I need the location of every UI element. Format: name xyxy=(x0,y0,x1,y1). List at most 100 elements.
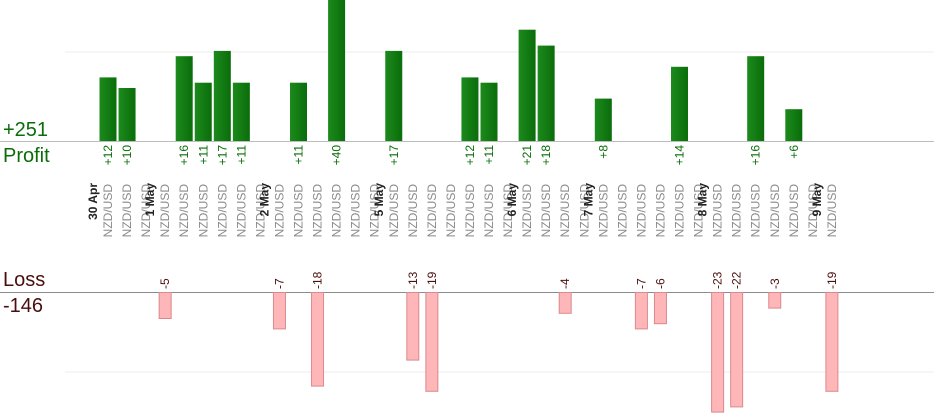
trade-symbol-label: NZD/USD xyxy=(653,184,667,238)
profit-value-label: +17 xyxy=(215,145,229,166)
date-label: 9 May xyxy=(810,183,824,217)
trade-symbol-label: NZD/USD xyxy=(558,184,572,238)
profit-value-label: +11 xyxy=(196,145,210,165)
profit-value-label: +6 xyxy=(787,145,801,159)
profit-bar xyxy=(175,56,193,142)
loss-bar xyxy=(558,292,572,314)
trade-symbol-label: NZD/USD xyxy=(101,184,115,238)
profit-bar xyxy=(99,77,117,141)
trade-symbol-label: NZD/USD xyxy=(482,184,496,238)
trade-symbol-label: NZD/USD xyxy=(425,184,439,238)
profit-value-label: +11 xyxy=(482,145,496,165)
trade-symbol-label: NZD/USD xyxy=(444,184,458,238)
loss-bar xyxy=(406,292,420,361)
chart-labels: NZD/USD 30 Apr +12 NZD/USD +10 NZD/USD NZD/USD… xyxy=(86,145,839,289)
loss-label: Loss xyxy=(3,269,46,291)
profit-bar xyxy=(671,66,688,141)
profit-value-label: +16 xyxy=(177,145,191,166)
profit-value-label: +14 xyxy=(673,145,687,166)
profit-bar xyxy=(537,45,555,141)
profit-bar xyxy=(213,50,231,141)
trade-symbol-label: NZD/USD xyxy=(406,184,420,238)
trade-symbol-label: NZD/USD xyxy=(787,184,801,238)
profit-bar xyxy=(232,82,250,141)
loss-value-label: -18 xyxy=(311,271,325,289)
profit-value-label: +11 xyxy=(292,145,306,165)
profit-value-label: +10 xyxy=(120,145,134,166)
profit-value-label: +17 xyxy=(387,145,401,166)
profit-value-label: +8 xyxy=(596,145,610,159)
profit-bar xyxy=(594,98,612,141)
date-label: 2 May xyxy=(257,183,271,217)
date-label: 6 May xyxy=(505,183,519,217)
profit-bar xyxy=(747,56,765,142)
trade-symbol-label: NZD/USD xyxy=(387,184,401,238)
loss-bar xyxy=(653,292,667,325)
trade-symbol-label: NZD/USD xyxy=(596,184,610,238)
trade-symbol-label: NZD/USD xyxy=(749,184,763,238)
loss-value-label: -5 xyxy=(158,278,172,289)
loss-bar xyxy=(711,292,725,413)
date-label: 7 May xyxy=(581,183,595,217)
loss-value-label: -3 xyxy=(768,278,782,289)
trade-symbol-label: NZD/USD xyxy=(272,184,286,238)
profit-bar xyxy=(328,0,346,141)
profit-value-label: +21 xyxy=(520,145,534,166)
chart-bars xyxy=(99,0,839,413)
profit-value-label: +40 xyxy=(330,145,344,166)
profit-bar xyxy=(461,77,479,141)
profit-value-label: +11 xyxy=(234,145,248,165)
profit-value-label: +12 xyxy=(463,145,477,166)
trade-symbol-label: NZD/USD xyxy=(711,184,725,238)
loss-bar xyxy=(425,292,439,392)
loss-value-label: -19 xyxy=(425,271,439,289)
loss-value-label: -19 xyxy=(825,271,839,289)
loss-bar xyxy=(730,292,744,408)
profit-value-label: +12 xyxy=(101,145,115,166)
trade-symbol-label: NZD/USD xyxy=(539,184,553,238)
loss-value-label: -13 xyxy=(406,271,420,289)
trade-symbol-label: NZD/USD xyxy=(215,184,229,238)
trade-symbol-label: NZD/USD xyxy=(825,184,839,238)
profit-bar xyxy=(385,50,403,141)
trade-symbol-label: NZD/USD xyxy=(120,184,134,238)
trade-symbol-label: NZD/USD xyxy=(234,184,248,238)
trade-symbol-label: NZD/USD xyxy=(177,184,191,238)
profit-value-label: +18 xyxy=(539,145,553,166)
loss-bar xyxy=(825,292,839,392)
date-label: 5 May xyxy=(372,183,386,217)
profit-label: Profit xyxy=(3,145,50,167)
trade-symbol-label: NZD/USD xyxy=(692,184,706,238)
loss-value-label: -4 xyxy=(558,278,572,289)
loss-value-label: -22 xyxy=(730,271,744,289)
profit-bar xyxy=(290,82,307,141)
profit-bar xyxy=(785,109,803,141)
trade-symbol-label: NZD/USD xyxy=(520,184,534,238)
date-label: 8 May xyxy=(696,183,710,217)
trade-symbol-label: NZD/USD xyxy=(253,184,267,238)
date-label: 30 Apr xyxy=(86,183,100,220)
trade-symbol-label: NZD/USD xyxy=(330,184,344,238)
trade-symbol-label: NZD/USD xyxy=(349,184,363,238)
profit-bar xyxy=(518,29,536,142)
trade-symbol-label: NZD/USD xyxy=(158,184,172,238)
profit-bar xyxy=(480,82,498,141)
loss-bar xyxy=(634,292,648,330)
trade-symbol-label: NZD/USD xyxy=(577,184,591,238)
loss-value-label: -7 xyxy=(272,278,286,289)
trade-symbol-label: NZD/USD xyxy=(673,184,687,238)
trade-symbol-label: NZD/USD xyxy=(501,184,515,238)
trade-symbol-label: NZD/USD xyxy=(730,184,744,238)
loss-value-label: -7 xyxy=(634,278,648,289)
loss-value-label: -23 xyxy=(711,271,725,289)
trade-symbol-label: NZD/USD xyxy=(311,184,325,238)
loss-value-label: -6 xyxy=(653,278,667,289)
profit-bar xyxy=(118,88,136,141)
trade-symbol-label: NZD/USD xyxy=(292,184,306,238)
loss-bar xyxy=(311,292,325,387)
trade-symbol-label: NZD/USD xyxy=(806,184,820,238)
profit-total: +251 xyxy=(3,119,49,141)
trade-symbol-label: NZD/USD xyxy=(196,184,210,238)
profit-value-label: +16 xyxy=(749,145,763,166)
profit-bar xyxy=(194,82,212,141)
